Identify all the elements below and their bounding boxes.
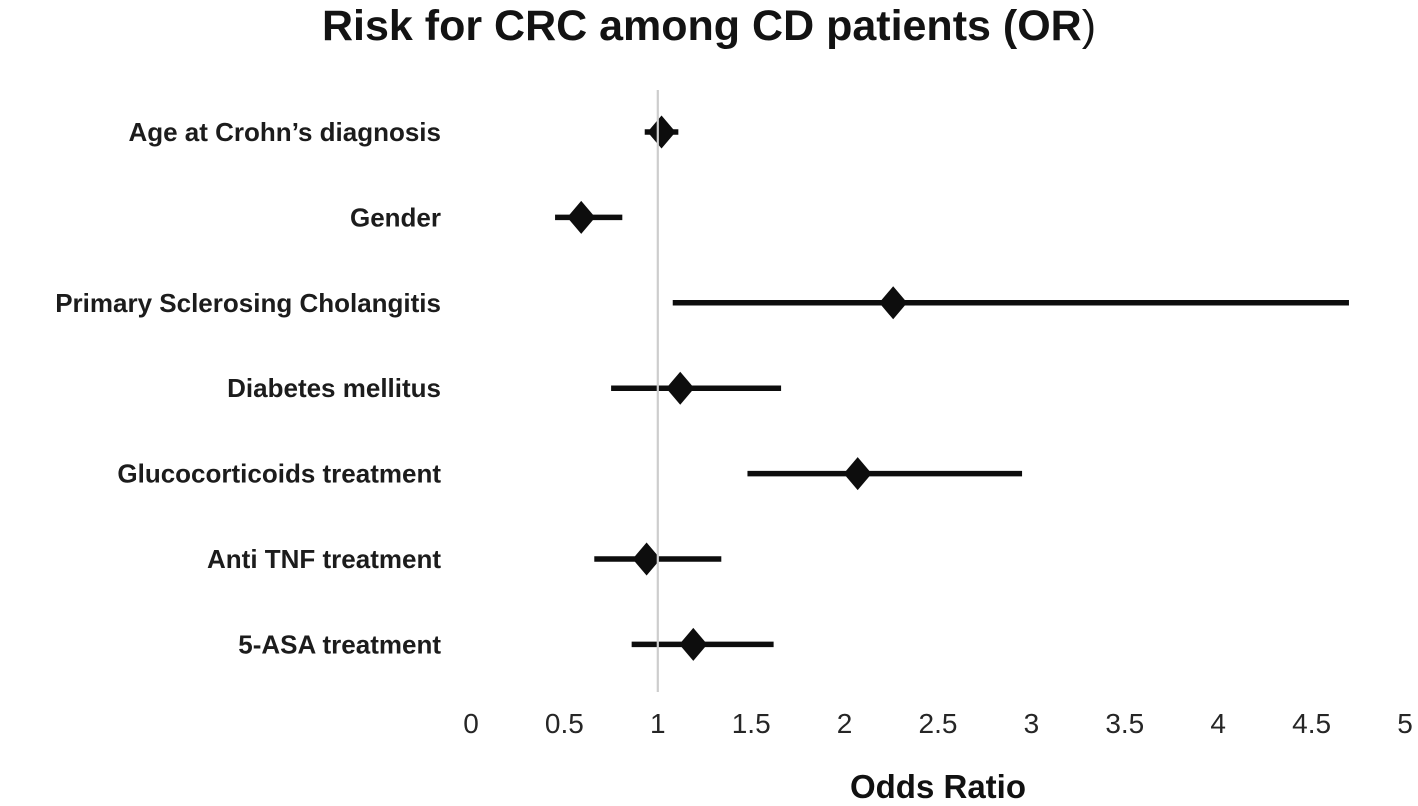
x-tick-label: 0.5 xyxy=(545,708,584,739)
category-label: Gender xyxy=(350,202,441,232)
x-tick-label: 2.5 xyxy=(919,708,958,739)
x-tick-label: 3 xyxy=(1024,708,1040,739)
x-tick-label: 1.5 xyxy=(732,708,771,739)
x-tick-label: 5 xyxy=(1397,708,1413,739)
or-diamond xyxy=(632,542,661,576)
or-diamond xyxy=(647,115,676,149)
category-label: Primary Sclerosing Cholangitis xyxy=(55,288,441,318)
or-diamond xyxy=(679,627,708,661)
chart-title: Risk for CRC among CD patients (OR) xyxy=(0,2,1418,51)
or-diamond xyxy=(666,371,695,405)
category-label: 5-ASA treatment xyxy=(238,629,441,659)
x-tick-label: 3.5 xyxy=(1105,708,1144,739)
chart-title-text: Risk for CRC among CD patients (OR xyxy=(321,2,1082,50)
category-label: Diabetes mellitus xyxy=(227,373,441,403)
x-axis-label: Odds Ratio xyxy=(850,768,1026,805)
chart-title-paren: ) xyxy=(1081,2,1097,50)
or-diamond xyxy=(843,457,872,491)
category-label: Glucocorticoids treatment xyxy=(117,459,441,489)
category-label: Anti TNF treatment xyxy=(207,544,441,574)
x-tick-label: 1 xyxy=(650,708,666,739)
or-diamond xyxy=(567,200,596,234)
or-diamond xyxy=(879,286,908,320)
category-label: Age at Crohn’s diagnosis xyxy=(128,117,441,147)
x-tick-label: 2 xyxy=(837,708,853,739)
x-tick-label: 0 xyxy=(463,708,479,739)
x-tick-label: 4.5 xyxy=(1292,708,1331,739)
x-tick-label: 4 xyxy=(1210,708,1226,739)
